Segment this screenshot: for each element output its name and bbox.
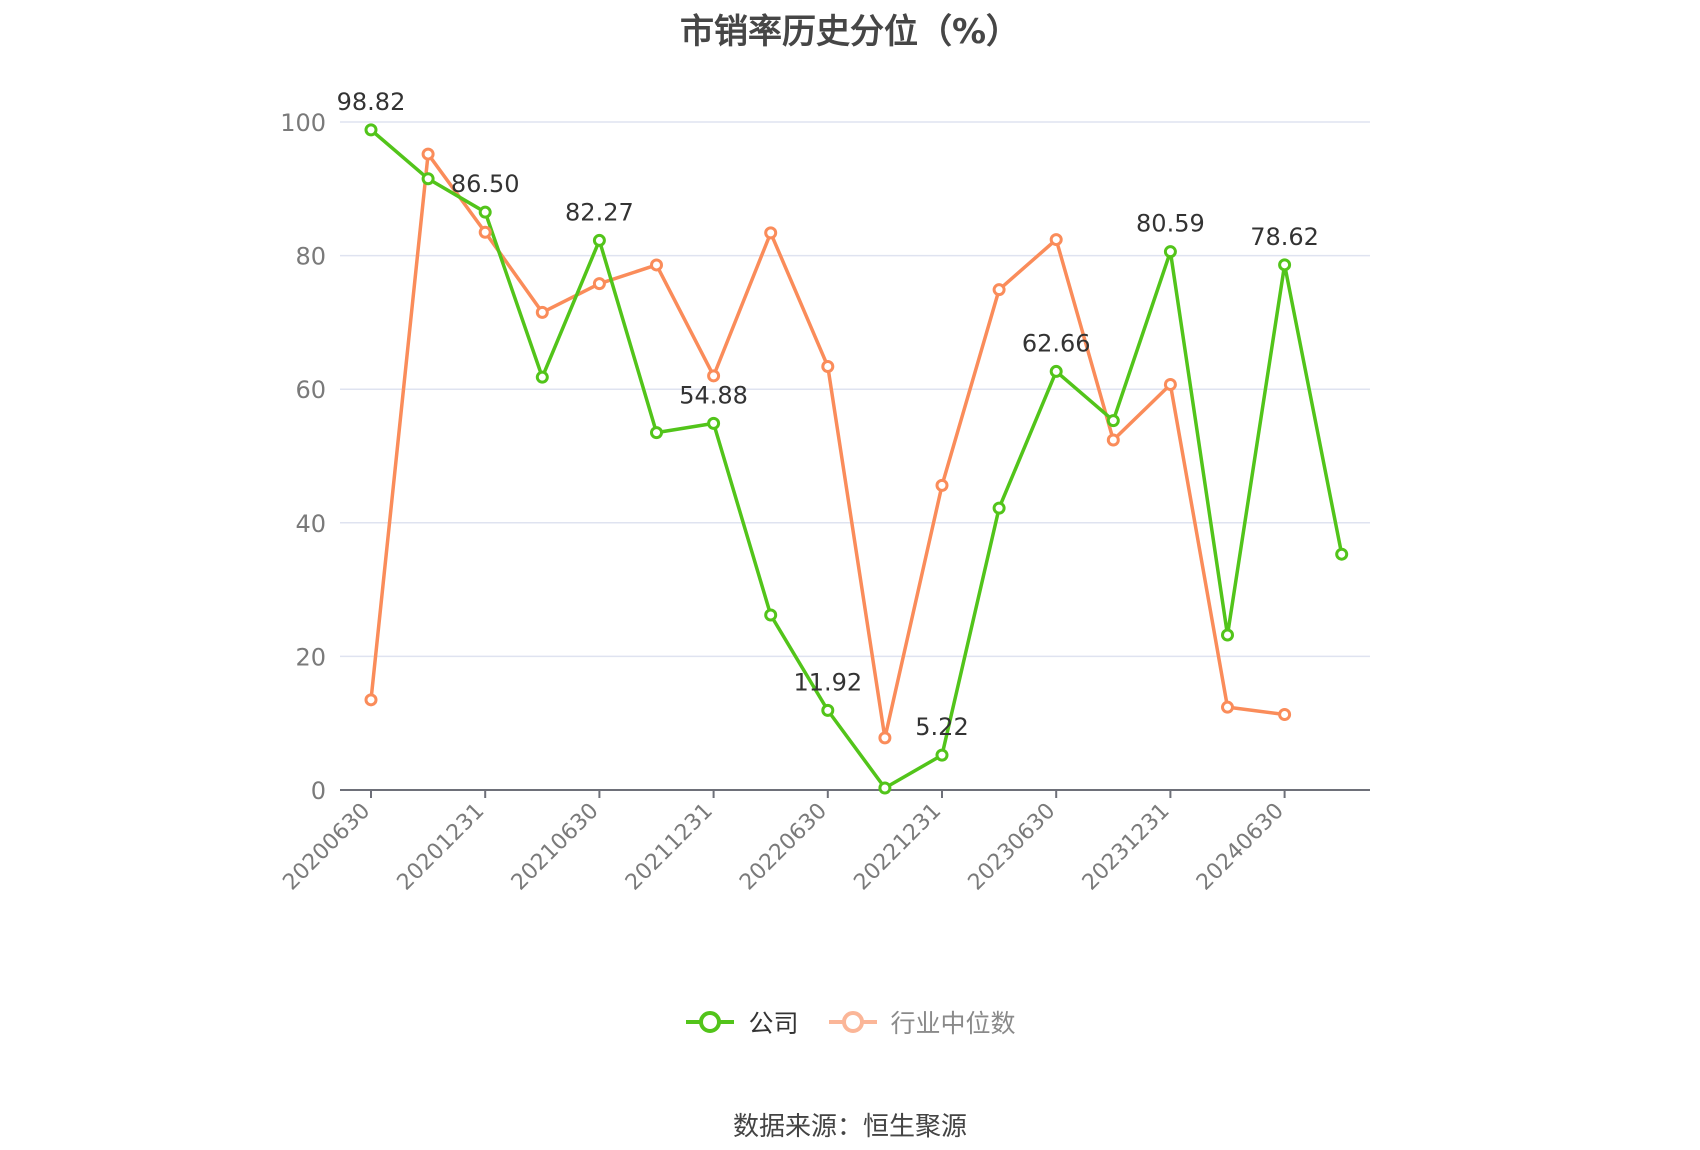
company-series-line: [369, 128, 1344, 790]
company-point[interactable]: [707, 416, 721, 430]
industry-median-point[interactable]: [935, 478, 949, 492]
data-label: 78.62: [1250, 223, 1319, 251]
industry-median-point[interactable]: [821, 359, 835, 373]
y-tick-label: 0: [311, 777, 326, 805]
industry-median-point[interactable]: [764, 226, 778, 240]
data-label: 5.22: [915, 713, 968, 741]
legend-company-marker-icon: [686, 1011, 735, 1033]
industry-median-point[interactable]: [1049, 233, 1063, 247]
legend: 公司 行业中位数: [0, 1004, 1700, 1040]
data-label: 62.66: [1022, 329, 1091, 357]
legend-item-company[interactable]: 公司: [684, 1004, 799, 1040]
chart-title: 市销率历史分位（%）: [679, 12, 1021, 52]
x-tick-label: 20220630: [735, 799, 832, 896]
company-point[interactable]: [650, 426, 663, 440]
industry-median-point[interactable]: [1163, 378, 1177, 392]
company-point[interactable]: [821, 703, 835, 717]
company-point[interactable]: [592, 233, 606, 247]
data-labels: 98.82 86.50 82.27 54.88 11.92 5.22 62.66 80.59 7…: [337, 88, 1319, 741]
company-point[interactable]: [1049, 364, 1063, 378]
x-tick-label: 20240630: [1192, 799, 1289, 896]
industry-median-point[interactable]: [1106, 433, 1120, 447]
industry-median-point[interactable]: [992, 283, 1006, 297]
company-point[interactable]: [935, 748, 949, 762]
legend-item-industry-median[interactable]: 行业中位数: [827, 1004, 1016, 1040]
series-points: [364, 123, 1349, 795]
x-tick-label: 20210630: [507, 799, 604, 896]
legend-industry-marker-icon: [828, 1011, 877, 1033]
data-label: 11.92: [793, 668, 862, 696]
company-point[interactable]: [878, 781, 892, 795]
company-point[interactable]: [364, 123, 378, 137]
x-axis: 20200630 20201231 20210630 20211231 20220630…: [278, 789, 1370, 896]
company-point[interactable]: [1106, 414, 1120, 428]
company-point[interactable]: [1163, 245, 1177, 259]
company-point[interactable]: [764, 608, 778, 622]
source-note: 数据来源：恒生聚源: [732, 1112, 967, 1142]
x-tick-label: 20221231: [849, 799, 946, 896]
x-tick-label: 20231231: [1078, 799, 1175, 896]
industry-median-point[interactable]: [707, 369, 721, 383]
x-tick-label: 20201231: [393, 799, 490, 896]
y-tick-label: 100: [280, 109, 326, 137]
data-label: 82.27: [565, 198, 634, 226]
y-tick-label: 60: [295, 376, 326, 404]
industry-median-point[interactable]: [421, 147, 435, 161]
y-axis: 0 20 40 60 80 100: [280, 109, 326, 805]
data-label: 54.88: [679, 381, 748, 409]
industry-median-point[interactable]: [535, 305, 549, 319]
company-point[interactable]: [992, 501, 1006, 515]
data-label: 80.59: [1136, 210, 1205, 238]
company-point[interactable]: [1221, 628, 1234, 642]
industry-median-point[interactable]: [650, 258, 663, 272]
company-point[interactable]: [535, 370, 549, 384]
industry-median-point[interactable]: [878, 731, 892, 745]
y-tick-label: 20: [295, 643, 326, 671]
industry-median-point[interactable]: [1278, 708, 1292, 722]
legend-company-label: 公司: [748, 1009, 799, 1038]
legend-industry-median-label: 行业中位数: [890, 1009, 1016, 1038]
industry-median-point[interactable]: [364, 693, 378, 707]
company-point[interactable]: [1278, 258, 1292, 272]
y-tick-label: 40: [295, 510, 326, 538]
y-tick-label: 80: [295, 243, 326, 271]
data-label: 98.82: [337, 88, 406, 116]
company-point[interactable]: [478, 205, 492, 219]
industry-median-point[interactable]: [1221, 700, 1234, 714]
industry-median-point[interactable]: [478, 225, 492, 239]
grid-lines: [340, 121, 1370, 658]
industry-median-series-line: [369, 152, 1285, 740]
x-tick-label: 20211231: [621, 799, 718, 896]
x-tick-label: 20200630: [278, 799, 375, 896]
x-tick-label: 20230630: [964, 799, 1061, 896]
company-point[interactable]: [421, 172, 435, 186]
industry-median-point[interactable]: [592, 277, 606, 291]
company-point[interactable]: [1335, 547, 1349, 561]
data-label: 86.50: [451, 170, 520, 198]
